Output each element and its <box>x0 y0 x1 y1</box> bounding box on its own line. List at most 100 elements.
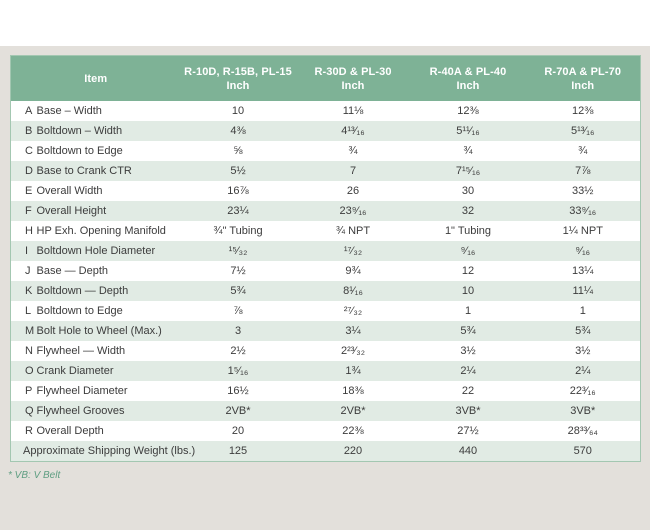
row-value: 7 <box>295 161 411 181</box>
row-value: 5¾ <box>180 281 296 301</box>
row-value: 5½ <box>180 161 296 181</box>
unit-label: Inch <box>571 79 595 92</box>
row-value: 3½ <box>410 341 526 361</box>
table-row: H HP Exh. Opening Manifold ¾" Tubing ¾ NPT 1… <box>10 221 641 241</box>
model-column-header: R-40A & PL-40 Inch <box>410 55 526 101</box>
model-column-header: R-30D & PL-30 Inch <box>295 55 411 101</box>
table-row: I Boltdown Hole Diameter ¹⁵⁄₃₂ ¹⁷⁄₃₂ ⁹⁄₁₆ ⁹⁄₁… <box>10 241 641 261</box>
row-value: ¹⁷⁄₃₂ <box>295 241 411 261</box>
row-value: ¹⁵⁄₃₂ <box>180 241 296 261</box>
row-value: 23¼ <box>180 201 296 221</box>
unit-label: Inch <box>226 79 250 92</box>
row-value: 4¹³⁄₁₆ <box>295 121 411 141</box>
shipping-weight-value: 440 <box>410 441 526 462</box>
row-letter: N <box>10 341 37 361</box>
row-label: Flywheel — Width <box>36 341 181 361</box>
row-value: 5¾ <box>410 321 526 341</box>
row-letter: E <box>10 181 37 201</box>
row-value: ¾" Tubing <box>180 221 296 241</box>
row-value: 22⅜ <box>295 421 411 441</box>
row-letter: F <box>10 201 37 221</box>
row-value: 7⅞ <box>525 161 641 181</box>
row-value: 3¼ <box>295 321 411 341</box>
row-value: ¾ <box>410 141 526 161</box>
row-value: 30 <box>410 181 526 201</box>
row-value: ⁹⁄₁₆ <box>410 241 526 261</box>
row-letter: L <box>10 301 37 321</box>
row-value: ¾ <box>525 141 641 161</box>
row-label: Base – Width <box>36 101 181 121</box>
row-value: 10 <box>180 101 296 121</box>
table-row: O Crank Diameter 1⁵⁄₁₆ 1¾ 2¼ 2¼ <box>10 361 641 381</box>
table-row: C Boltdown to Edge ⅝ ¾ ¾ ¾ <box>10 141 641 161</box>
row-letter: Q <box>10 401 37 421</box>
row-value: 12⅜ <box>410 101 526 121</box>
row-value: 2½ <box>180 341 296 361</box>
table-row: B Boltdown – Width 4⅜ 4¹³⁄₁₆ 5¹¹⁄₁₆ 5¹³⁄₁₆ <box>10 121 641 141</box>
row-value: 26 <box>295 181 411 201</box>
row-letter: C <box>10 141 37 161</box>
row-value: 22³⁄₁₆ <box>525 381 641 401</box>
row-letter: A <box>10 101 37 121</box>
row-value: 4⅜ <box>180 121 296 141</box>
table-row: E Overall Width 16⅞ 26 30 33½ <box>10 181 641 201</box>
row-value: 2¼ <box>410 361 526 381</box>
row-letter: B <box>10 121 37 141</box>
spec-table: Item R-10D, R-15B, PL-15 Inch R-30D & PL-3… <box>10 55 641 462</box>
row-label: Boltdown Hole Diameter <box>36 241 181 261</box>
row-value: 9¾ <box>295 261 411 281</box>
row-value: 18⅜ <box>295 381 411 401</box>
shipping-weight-value: 125 <box>180 441 296 462</box>
model-names: R-70A & PL-70 <box>544 65 622 78</box>
row-value: 23⁹⁄₁₆ <box>295 201 411 221</box>
row-value: 1" Tubing <box>410 221 526 241</box>
row-value: 1 <box>410 301 526 321</box>
row-value: 11¼ <box>525 281 641 301</box>
row-value: 8¹⁄₁₆ <box>295 281 411 301</box>
row-label: Boltdown – Width <box>36 121 181 141</box>
row-label: Base — Depth <box>36 261 181 281</box>
row-value: ²⁷⁄₃₂ <box>295 301 411 321</box>
row-label: Boltdown to Edge <box>36 141 181 161</box>
table-row: N Flywheel — Width 2½ 2²³⁄₃₂ 3½ 3½ <box>10 341 641 361</box>
row-value: 3VB* <box>525 401 641 421</box>
row-value: 3½ <box>525 341 641 361</box>
row-value: 11⅛ <box>295 101 411 121</box>
shipping-weight-value: 570 <box>525 441 641 462</box>
row-value: 3VB* <box>410 401 526 421</box>
table-row: J Base — Depth 7½ 9¾ 12 13¼ <box>10 261 641 281</box>
row-letter: M <box>10 321 37 341</box>
row-value: 20 <box>180 421 296 441</box>
row-label: Overall Width <box>36 181 181 201</box>
vb-footnote: * VB: V Belt <box>8 470 61 481</box>
row-value: 16½ <box>180 381 296 401</box>
row-value: 16⅞ <box>180 181 296 201</box>
row-label: Crank Diameter <box>36 361 181 381</box>
row-letter: I <box>10 241 37 261</box>
shipping-weight-row: Approximate Shipping Weight (lbs.) 125 220… <box>10 441 641 462</box>
header-row: Item R-10D, R-15B, PL-15 Inch R-30D & PL-3… <box>10 55 641 101</box>
row-letter: D <box>10 161 37 181</box>
table-row: P Flywheel Diameter 16½ 18⅜ 22 22³⁄₁₆ <box>10 381 641 401</box>
row-value: 2VB* <box>295 401 411 421</box>
row-letter: H <box>10 221 37 241</box>
row-value: 33⁹⁄₁₆ <box>525 201 641 221</box>
table-row: D Base to Crank CTR 5½ 7 7¹⁵⁄₁₆ 7⅞ <box>10 161 641 181</box>
model-column-header: R-10D, R-15B, PL-15 Inch <box>180 55 296 101</box>
row-value: ⅞ <box>180 301 296 321</box>
row-value: 27½ <box>410 421 526 441</box>
model-names: R-30D & PL-30 <box>314 65 392 78</box>
row-value: 5¹³⁄₁₆ <box>525 121 641 141</box>
row-label: Flywheel Grooves <box>36 401 181 421</box>
shipping-weight-label: Approximate Shipping Weight (lbs.) <box>10 441 195 462</box>
model-column-header: R-70A & PL-70 Inch <box>525 55 641 101</box>
row-value: 2¼ <box>525 361 641 381</box>
row-value: ¾ <box>295 141 411 161</box>
row-value: 5¾ <box>525 321 641 341</box>
row-value: 2VB* <box>180 401 296 421</box>
row-letter: P <box>10 381 37 401</box>
row-value: ⁹⁄₁₆ <box>525 241 641 261</box>
row-value: 7½ <box>180 261 296 281</box>
row-value: 7¹⁵⁄₁₆ <box>410 161 526 181</box>
row-value: 32 <box>410 201 526 221</box>
